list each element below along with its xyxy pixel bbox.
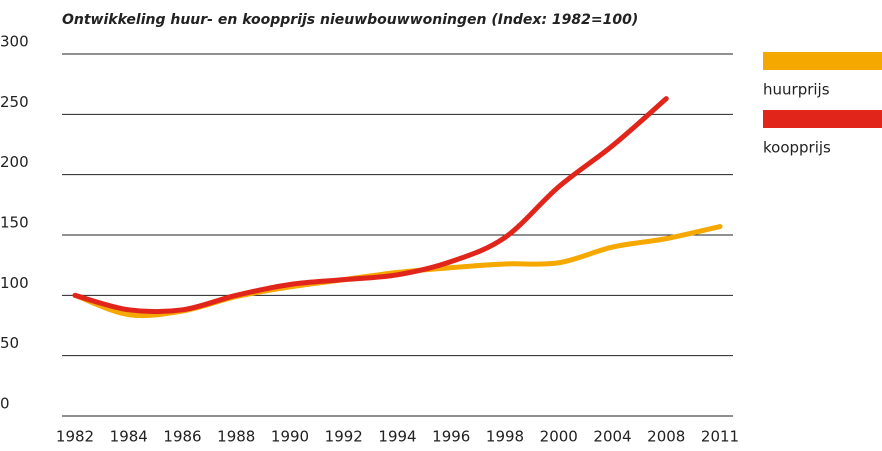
- legend-label: huurprijs: [763, 81, 830, 99]
- x-tick-label: 1996: [432, 428, 470, 446]
- y-tick-label: 0: [0, 395, 10, 413]
- x-tick-label: 1990: [271, 428, 309, 446]
- series-line: [72, 224, 723, 319]
- legend-swatch: [763, 110, 882, 128]
- y-tick-label: 150: [0, 214, 29, 232]
- y-tick-label: 100: [0, 274, 29, 292]
- x-tick-label: 1994: [378, 428, 416, 446]
- legend-swatch: [763, 52, 882, 70]
- x-tick-label: 1988: [217, 428, 255, 446]
- x-tick-label: 1982: [56, 428, 94, 446]
- chart-title: Ontwikkeling huur- en koopprijs nieuwbou…: [62, 12, 638, 28]
- y-tick-label: 250: [0, 93, 29, 111]
- y-tick-label: 50: [0, 334, 19, 352]
- x-tick-label: 2000: [540, 428, 578, 446]
- x-tick-label: 1992: [325, 428, 363, 446]
- series-line: [72, 96, 669, 315]
- x-tick-label: 1984: [110, 428, 148, 446]
- x-tick-label: 2011: [701, 428, 739, 446]
- x-tick-label: 2004: [593, 428, 631, 446]
- x-tick-label: 2008: [647, 428, 685, 446]
- y-tick-label: 300: [0, 33, 29, 51]
- y-tick-label: 200: [0, 153, 29, 171]
- x-tick-label: 1998: [486, 428, 524, 446]
- legend-label: koopprijs: [763, 139, 831, 157]
- x-tick-label: 1986: [163, 428, 201, 446]
